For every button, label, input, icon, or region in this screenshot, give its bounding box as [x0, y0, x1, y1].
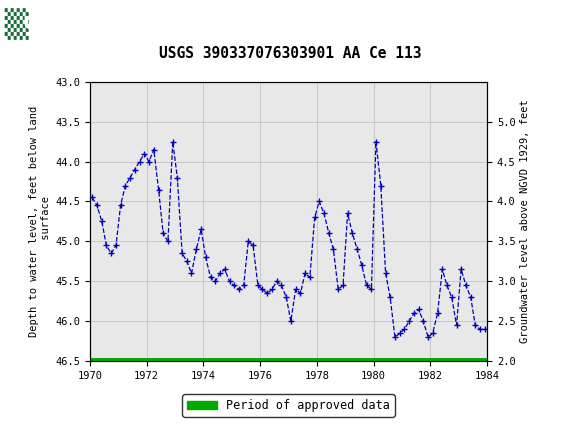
Text: USGS: USGS	[22, 15, 77, 33]
Text: ▒: ▒	[4, 8, 28, 40]
Text: USGS 390337076303901 AA Ce 113: USGS 390337076303901 AA Ce 113	[159, 46, 421, 61]
Y-axis label: Groundwater level above NGVD 1929, feet: Groundwater level above NGVD 1929, feet	[520, 100, 530, 343]
Legend: Period of approved data: Period of approved data	[183, 394, 394, 417]
FancyBboxPatch shape	[3, 4, 84, 45]
Y-axis label: Depth to water level, feet below land
 surface: Depth to water level, feet below land su…	[30, 106, 51, 337]
